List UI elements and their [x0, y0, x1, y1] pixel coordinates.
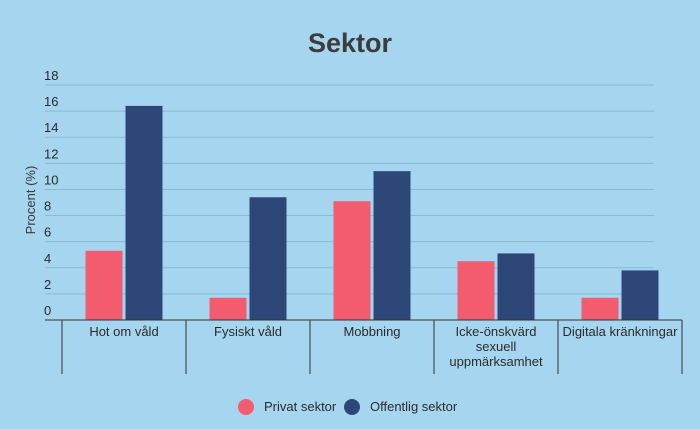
x-tick-label: Fysiskt våld [214, 324, 282, 339]
x-tick-label: Mobbning [343, 324, 400, 339]
x-tick-label: Hot om våld [89, 324, 158, 339]
y-tick-label: 4 [44, 251, 51, 266]
bar [581, 297, 619, 320]
bar [373, 171, 411, 320]
chart-title: Sektor [308, 28, 393, 58]
x-tick-label: Digitala kränkningar [563, 324, 679, 339]
legend-label: Offentlig sektor [370, 399, 458, 414]
y-tick-label: 6 [44, 225, 51, 240]
bar [85, 250, 123, 320]
y-tick-label: 12 [44, 146, 58, 161]
legend-label: Privat sektor [264, 399, 337, 414]
legend: Privat sektor Offentlig sektor [238, 399, 458, 415]
legend-swatch [238, 399, 254, 415]
bar [333, 201, 371, 320]
y-tick-label: 0 [44, 303, 51, 318]
bar [249, 197, 287, 320]
x-axis: Hot om våld Fysiskt våld Mobbning Icke-önsk… [45, 319, 683, 374]
y-tick-label: 18 [44, 68, 58, 83]
y-axis-label: Procent (%) [23, 166, 38, 235]
legend-swatch [344, 399, 360, 415]
y-tick-label: 16 [44, 94, 58, 109]
y-axis-ticks: 0 2 4 6 8 10 12 14 16 18 [44, 68, 58, 318]
y-tick-label: 8 [44, 199, 51, 214]
x-tick-label: Icke-önskvärd sexuell uppmärksamhet [449, 324, 543, 369]
bar [125, 105, 163, 320]
bars [85, 105, 659, 320]
bar [621, 270, 659, 320]
bar [497, 253, 535, 320]
y-tick-label: 14 [44, 120, 58, 135]
y-tick-label: 2 [44, 277, 51, 292]
bar [209, 297, 247, 320]
bar [457, 261, 495, 320]
y-tick-label: 10 [44, 172, 58, 187]
